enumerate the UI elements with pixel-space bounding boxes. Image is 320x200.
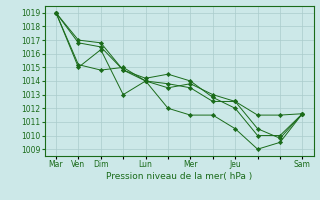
X-axis label: Pression niveau de la mer( hPa ): Pression niveau de la mer( hPa ) bbox=[106, 172, 252, 181]
